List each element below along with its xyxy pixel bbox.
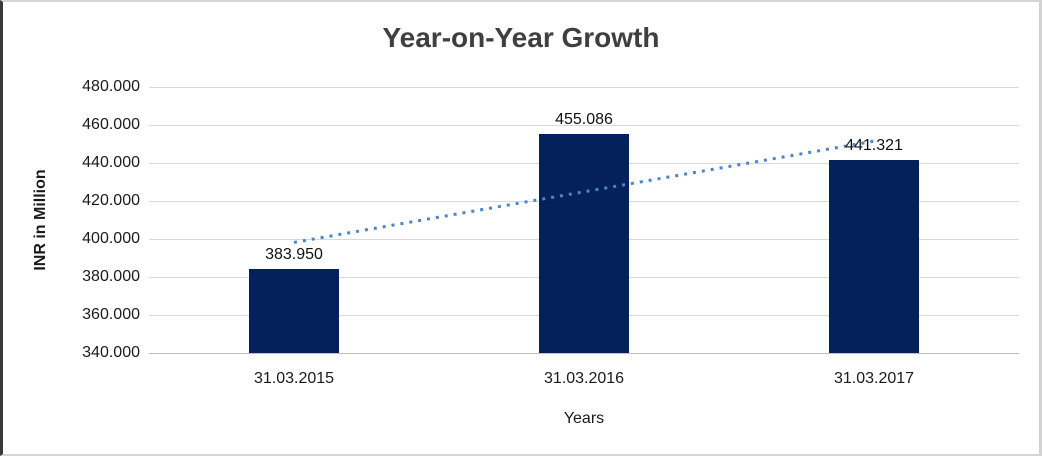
- y-tick-label: 380.000: [82, 268, 140, 285]
- y-tick-label: 400.000: [82, 230, 140, 247]
- bar-31.03.2017: [829, 160, 919, 353]
- y-tick-label: 420.000: [82, 192, 140, 209]
- y-tick-label: 480.000: [82, 78, 140, 95]
- x-tick-label: 31.03.2016: [543, 370, 625, 387]
- bar-31.03.2015: [249, 269, 339, 353]
- data-label: 455.086: [555, 111, 613, 128]
- x-tick-label: 31.03.2015: [253, 370, 335, 387]
- chart-title: Year-on-Year Growth: [382, 22, 660, 53]
- data-label: 441.321: [845, 137, 903, 154]
- bar-31.03.2016: [539, 134, 629, 353]
- y-tick-label: 340.000: [82, 344, 140, 361]
- y-tick-label: 460.000: [82, 116, 140, 133]
- gridline: [149, 125, 1019, 126]
- y-tick-label: 440.000: [82, 154, 140, 171]
- x-axis-title: Years: [563, 410, 605, 427]
- gridline: [149, 87, 1019, 88]
- x-axis-line: [149, 353, 1019, 354]
- y-axis-title: INR in Million: [32, 169, 49, 271]
- y-tick-label: 360.000: [82, 306, 140, 323]
- x-tick-label: 31.03.2017: [833, 370, 915, 387]
- data-label: 383.950: [265, 246, 323, 263]
